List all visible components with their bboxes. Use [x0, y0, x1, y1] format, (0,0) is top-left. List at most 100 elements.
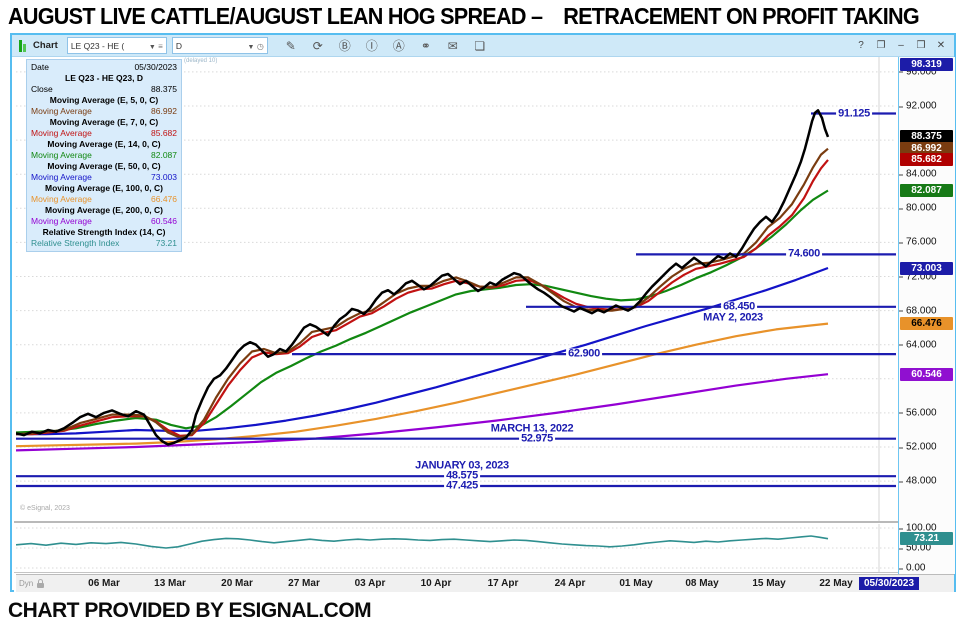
- chevron-down-icon: ▼: [148, 43, 156, 51]
- chat-icon[interactable]: ❏: [474, 38, 486, 53]
- chart-content: Date 05/30/2023 LE Q23 - HE Q23, D Close 88.…: [14, 57, 955, 592]
- minimize-button[interactable]: –: [898, 39, 904, 51]
- help-button[interactable]: ?: [858, 39, 864, 51]
- legend-header: Relative Strength Index (14, C): [42, 227, 166, 237]
- date-tick-label: 15 May: [752, 578, 786, 589]
- symbol-dropdown[interactable]: LE Q23 - HE ( ▼ ≡: [66, 37, 167, 54]
- bar-style-b-icon[interactable]: Ⓑ: [338, 38, 351, 53]
- legend-header: Moving Average (E, 100, 0, C): [45, 183, 163, 193]
- legend-header: Moving Average (E, 5, 0, C): [49, 95, 159, 105]
- chart-annotation: JANUARY 03, 2023: [413, 459, 511, 472]
- price-badge: 60.546: [900, 367, 953, 381]
- legend-row: Moving Average 86.992: [31, 106, 177, 117]
- legend-label: Moving Average: [31, 216, 92, 226]
- maximize-button[interactable]: ❒: [916, 39, 926, 51]
- main-plot-area[interactable]: Date 05/30/2023 LE Q23 - HE Q23, D Close 88.…: [16, 57, 896, 521]
- legend-label: Relative Strength Index: [31, 238, 120, 248]
- legend-value: 66.476: [151, 194, 177, 204]
- price-tick-label: 52.000: [899, 441, 937, 453]
- chart-annotation: 52.975: [519, 432, 555, 445]
- rsi-chart-canvas[interactable]: [16, 524, 896, 572]
- dyn-scale-toggle[interactable]: Dyn: [19, 578, 45, 588]
- price-tick-label: 84.000: [899, 168, 937, 180]
- legend-value: 86.992: [151, 106, 177, 116]
- restore-button[interactable]: ❐: [876, 39, 886, 51]
- date-axis[interactable]: Dyn 05/30/2023 06 Mar 13 Mar 20 Mar 27 Mar 0…: [16, 574, 954, 592]
- rsi-tick-label: 100.00: [899, 522, 937, 534]
- legend-row: Close 88.375: [31, 84, 177, 95]
- price-badge: 85.682: [900, 153, 953, 167]
- legend-header: Moving Average (E, 200, 0, C): [45, 205, 163, 215]
- link-icon[interactable]: ⚭: [420, 38, 431, 53]
- interval-dropdown[interactable]: D ▼ ◷: [171, 37, 268, 54]
- price-badge: 98.319: [900, 58, 953, 71]
- legend-row: Moving Average 66.476: [31, 194, 177, 205]
- price-tick-label: 80.000: [899, 202, 937, 214]
- legend-row: Moving Average 73.003: [31, 172, 177, 183]
- chart-annotation: 91.125: [836, 107, 872, 119]
- price-badge: 73.003: [900, 261, 953, 275]
- esignal-copyright: © eSignal, 2023: [20, 505, 70, 512]
- notes-icon[interactable]: ✉: [447, 38, 458, 53]
- legend-header: Moving Average (E, 14, 0, C): [47, 139, 161, 149]
- draw-pencil-icon[interactable]: ✎: [285, 38, 296, 53]
- price-tick-label: 68.000: [899, 305, 937, 317]
- legend-row: Relative Strength Index 73.21: [31, 238, 177, 249]
- legend-value: 73.21: [155, 238, 177, 248]
- price-tick-label: 96.000: [899, 66, 937, 78]
- page-title: AUGUST LIVE CATTLE/AUGUST LEAN HOG SPREA…: [8, 3, 920, 29]
- date-tick-label: 17 Apr: [487, 578, 519, 589]
- interval-dropdown-value: D: [175, 40, 182, 51]
- date-tick-label: 06 Mar: [88, 578, 120, 589]
- price-badge: 82.087: [900, 184, 953, 197]
- panel-divider[interactable]: [14, 521, 898, 523]
- price-tick-label: 92.000: [899, 100, 937, 112]
- chart-annotation: 62.900: [566, 347, 602, 360]
- date-tick-label: 24 Apr: [554, 578, 586, 589]
- date-tick-label: 22 May: [819, 578, 853, 589]
- chart-annotation: 68.450: [721, 300, 757, 313]
- legend-row: Moving Average 60.546: [31, 216, 177, 227]
- legend-value: 88.375: [151, 84, 177, 94]
- refresh-icon[interactable]: ⟳: [312, 38, 323, 53]
- price-tick-label: 56.000: [899, 407, 937, 419]
- delayed-data-note: (delayed 10): [184, 58, 218, 64]
- legend-label: Moving Average: [31, 128, 92, 138]
- legend-label: Date: [31, 62, 49, 72]
- symbol-list-icon: ≡: [158, 41, 163, 51]
- chart-app-label: Chart: [33, 40, 58, 51]
- date-tick-label: 01 May: [619, 578, 653, 589]
- close-button[interactable]: ✕: [936, 39, 946, 51]
- price-tick-label: 76.000: [899, 236, 937, 248]
- price-axis[interactable]: 96.000 92.000 84.000 80.000 76.000 72.000 68.0…: [898, 57, 955, 574]
- legend-row: Moving Average 85.682: [31, 128, 177, 139]
- price-tick-label: 72.000: [899, 271, 937, 282]
- rsi-panel[interactable]: [16, 524, 896, 572]
- legend-header: Moving Average (E, 7, 0, C): [49, 117, 159, 127]
- price-tick-label: 48.000: [899, 475, 937, 487]
- symbol-dropdown-value: LE Q23 - HE (: [70, 40, 125, 51]
- analytics-a-icon[interactable]: Ⓐ: [392, 38, 405, 53]
- chevron-down-icon: ▼: [247, 43, 255, 51]
- date-tick-label: 08 May: [685, 578, 719, 589]
- rsi-badge: 73.21: [900, 532, 953, 546]
- lock-icon: [37, 578, 45, 588]
- legend-row: Moving Average 82.087: [31, 150, 177, 161]
- esignal-chart-window: Chart LE Q23 - HE ( ▼ ≡ D ▼ ◷ ✎ ⟳ Ⓑ Ⓘ Ⓐ ⚭ ✉ ❏ ?…: [10, 33, 956, 592]
- window-controls: ? ❐ – ❒ ✕: [855, 36, 947, 56]
- price-badge: 88.375: [900, 130, 953, 144]
- legend-label: Close: [31, 84, 53, 94]
- legend-row: Date 05/30/2023: [31, 62, 177, 73]
- chart-annotation: 48.575: [444, 469, 480, 482]
- date-tick-label: 03 Apr: [354, 578, 386, 589]
- legend-label: Moving Average: [31, 172, 92, 182]
- rsi-tick-label: 0.00: [898, 562, 926, 574]
- legend-value: 60.546: [151, 216, 177, 226]
- toolbar-icon-group: ✎ ⟳ Ⓑ Ⓘ Ⓐ ⚭ ✉ ❏: [283, 36, 488, 56]
- info-i-icon[interactable]: Ⓘ: [365, 38, 378, 53]
- footer-text: CHART PROVIDED BY ESIGNAL.COM: [8, 599, 372, 622]
- chart-app-icon: [19, 39, 26, 52]
- chart-annotation: MAY 2, 2023: [701, 311, 765, 324]
- rsi-tick-label: 50.00: [898, 542, 932, 554]
- date-tick-label: 10 Apr: [420, 578, 452, 589]
